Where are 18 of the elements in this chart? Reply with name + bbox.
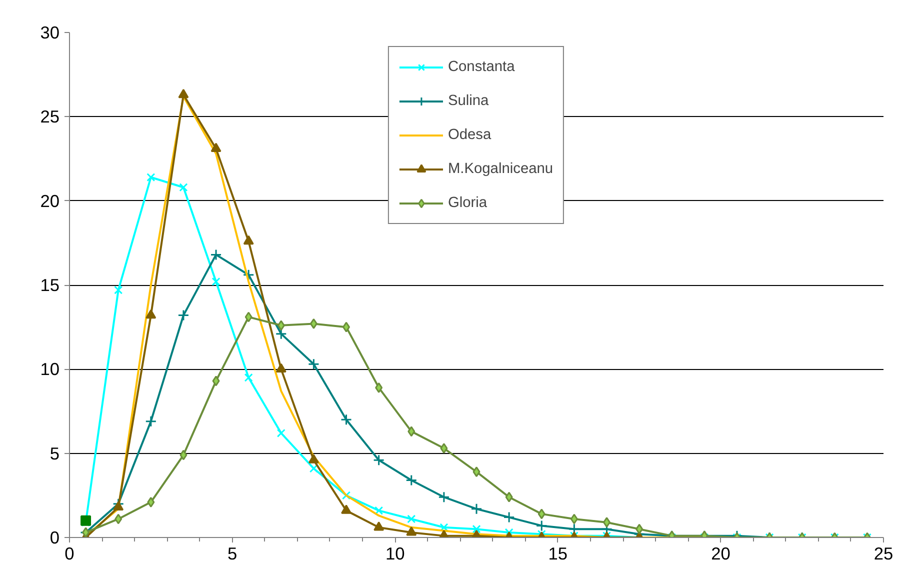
legend-label: Odesa — [448, 127, 492, 143]
y-tick-label: 5 — [50, 443, 60, 464]
legend-label: Sulina — [448, 93, 489, 109]
x-tick-label: 0 — [64, 544, 74, 564]
legend-label: M.Kogalniceanu — [448, 161, 554, 177]
y-tick-label: 25 — [40, 106, 60, 127]
x-tick-label: 10 — [385, 544, 405, 564]
y-tick-label: 30 — [40, 22, 60, 42]
y-tick-label: 0 — [50, 528, 60, 548]
y-tick-label: 15 — [40, 275, 60, 295]
legend-label: Constanta — [448, 59, 515, 75]
x-tick-label: 5 — [227, 544, 238, 564]
y-tick-label: 10 — [40, 359, 60, 380]
x-tick-label: 25 — [874, 544, 894, 564]
y-tick-label: 20 — [40, 190, 60, 211]
x-tick-label: 15 — [548, 544, 568, 564]
legend-label: Gloria — [448, 195, 488, 211]
x-tick-label: 20 — [711, 544, 730, 564]
